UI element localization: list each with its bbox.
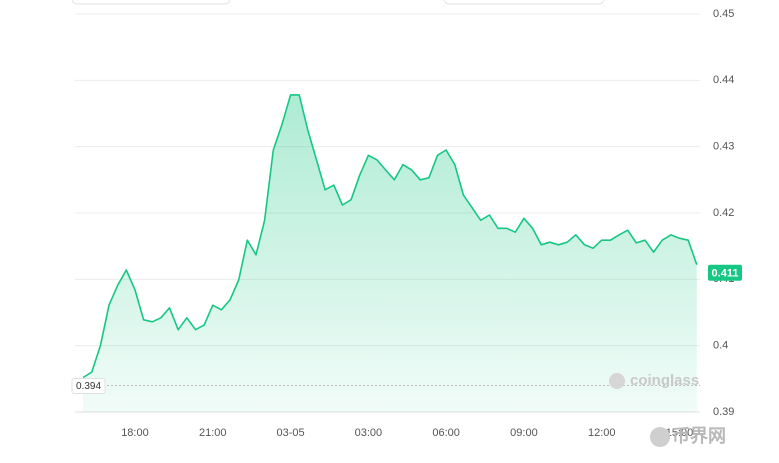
y-tick-label: 0.45	[713, 8, 734, 20]
y-tick-label: 0.42	[713, 207, 734, 219]
line	[82, 94, 698, 379]
x-tick-label: 06:00	[432, 427, 460, 439]
y-tick-label: 0.4	[713, 340, 728, 352]
baseline-label-box	[71, 377, 106, 394]
x-tick-label: 15:00	[666, 427, 694, 439]
last-price-label: 0.411	[712, 268, 739, 280]
x-tick-label: 12:00	[588, 427, 616, 439]
x-tick-label: 21:00	[199, 427, 227, 439]
x-tick-label: 03-05	[276, 427, 304, 439]
type-tabs[interactable]	[443, 0, 605, 5]
baseline-label: 0.394	[76, 381, 101, 392]
last-price-box	[708, 264, 742, 281]
range-tabs[interactable]	[71, 0, 231, 5]
source-icon	[650, 427, 670, 447]
x-tick-label: 03:00	[355, 427, 383, 439]
y-tick-label: 0.44	[713, 74, 734, 86]
y-tick-label: 0.43	[713, 141, 734, 153]
area	[83, 94, 697, 413]
watermark: coinglass	[630, 372, 699, 389]
x-tick-label: 18:00	[121, 427, 149, 439]
y-tick-label: 0.39	[713, 406, 734, 418]
x-tick-label: 09:00	[510, 427, 538, 439]
watermark-icon	[609, 373, 625, 389]
source-watermark: 币界网	[672, 426, 726, 446]
